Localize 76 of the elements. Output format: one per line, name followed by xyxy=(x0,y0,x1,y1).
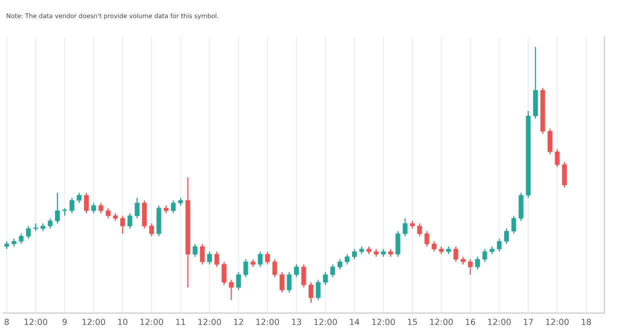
x-tick-label: 13 xyxy=(292,318,302,326)
candlestick xyxy=(214,251,220,268)
candlestick xyxy=(127,212,132,230)
x-tick-label: 12:00 xyxy=(372,318,395,326)
candlestick xyxy=(344,254,350,265)
x-tick-label: 16 xyxy=(466,318,476,326)
candlestick xyxy=(475,256,480,270)
candlestick xyxy=(294,264,299,278)
candlestick xyxy=(55,192,60,224)
candlestick xyxy=(432,240,436,252)
candlestick xyxy=(316,279,321,301)
x-tick-label: 12:00 xyxy=(82,318,106,326)
x-tick-label: 12:00 xyxy=(256,318,279,326)
candlestick xyxy=(424,230,430,248)
x-tick-label: 9 xyxy=(62,318,67,326)
x-tick-label: 12 xyxy=(234,318,243,325)
candlestick xyxy=(18,233,24,244)
x-tick-label: 14 xyxy=(350,318,360,325)
candlestick xyxy=(48,218,53,230)
candlestick xyxy=(330,264,336,278)
candlestick xyxy=(518,192,524,222)
candlestick xyxy=(272,258,278,278)
candlestick xyxy=(120,215,126,234)
candlestick xyxy=(149,222,154,237)
x-tick-label: 12:00 xyxy=(546,318,569,326)
candlestick xyxy=(258,251,263,268)
candlestick xyxy=(511,215,516,234)
candlestick xyxy=(70,197,74,214)
candlestick xyxy=(548,128,552,155)
candlestick xyxy=(243,258,248,278)
x-tick-label: 8 xyxy=(4,318,9,326)
candlestick xyxy=(207,251,212,265)
candlestick xyxy=(482,248,488,262)
candlestick xyxy=(228,279,234,301)
candlestick xyxy=(468,258,473,276)
candlestick xyxy=(84,192,89,214)
x-tick-label: 10 xyxy=(118,318,128,326)
x-tick-label: 12:00 xyxy=(24,318,48,326)
x-tick-label: 12:00 xyxy=(314,318,337,326)
candlestick xyxy=(170,200,176,214)
candlestick xyxy=(26,225,31,240)
x-tick-label: 11 xyxy=(176,318,186,325)
x-tick-label: 12:00 xyxy=(430,318,453,326)
candlestick xyxy=(417,222,422,237)
candlestick xyxy=(554,148,560,168)
x-tick-label: 12:00 xyxy=(140,318,164,326)
candlestick xyxy=(98,202,104,214)
candlestick xyxy=(91,202,96,214)
candlestick xyxy=(142,200,147,230)
candlestick xyxy=(453,246,458,262)
x-tick-label: 15 xyxy=(408,318,417,326)
candlestick xyxy=(76,192,82,204)
candlestick xyxy=(134,197,140,219)
x-tick-label: 18 xyxy=(582,318,591,326)
candlestick xyxy=(265,251,270,265)
candlestick xyxy=(301,264,306,288)
candlestick xyxy=(496,238,502,252)
candlestick xyxy=(236,272,241,291)
candlestick xyxy=(562,161,567,188)
candlestick xyxy=(504,228,509,244)
candlestick xyxy=(323,272,328,286)
candlestick xyxy=(222,261,226,286)
x-tick-label: 17 xyxy=(524,318,533,325)
candlestick xyxy=(338,258,342,270)
candlestick xyxy=(106,208,111,219)
candlestick xyxy=(280,272,284,294)
candlestick xyxy=(192,243,198,258)
candlestick xyxy=(308,282,314,304)
candlestick xyxy=(402,218,408,237)
candlestick xyxy=(352,248,357,260)
candlestick xyxy=(286,272,292,294)
candlestick xyxy=(395,230,400,258)
x-tick-label: 12:00 xyxy=(488,318,511,326)
x-tick-label: 12:00 xyxy=(198,318,222,326)
candlestick xyxy=(200,243,205,265)
candlestick xyxy=(33,222,38,232)
